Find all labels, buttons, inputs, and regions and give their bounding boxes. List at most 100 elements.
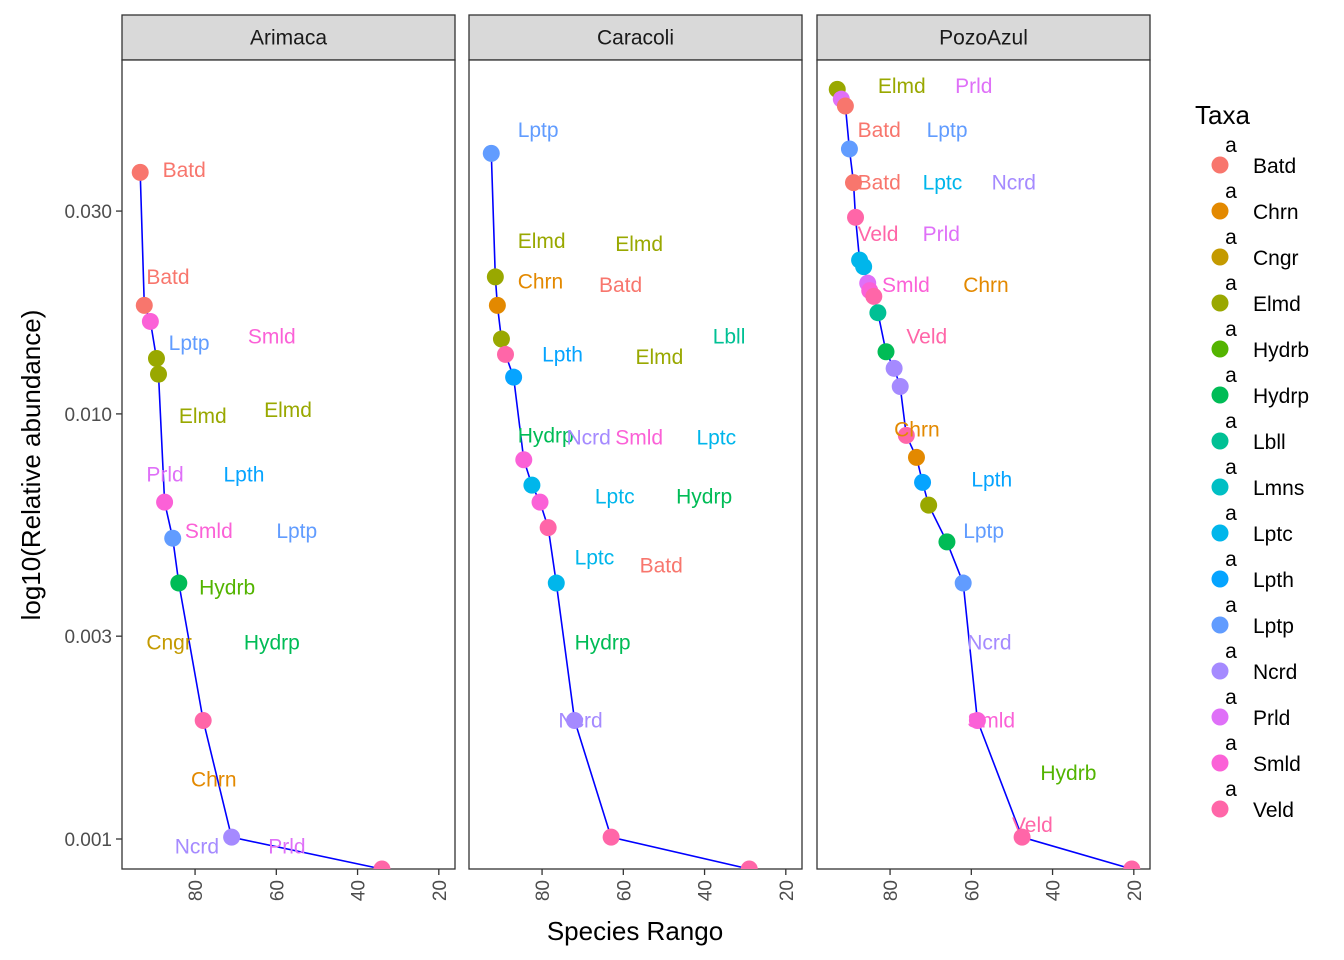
data-point-veld: [602, 828, 620, 846]
legend-item-chrn: a Chrn: [1211, 180, 1299, 224]
point-label: Lptc: [696, 426, 736, 449]
data-point-chrn: [907, 448, 925, 466]
data-point-ncrd: [891, 377, 909, 395]
legend-key-text: a: [1225, 548, 1237, 571]
x-tick-label: 80: [533, 880, 554, 901]
data-point-smld: [531, 493, 549, 511]
data-point-smld: [968, 711, 986, 729]
point-label: Lpth: [542, 343, 583, 366]
x-tick-label: 20: [1125, 880, 1146, 901]
data-point-elmd: [486, 268, 504, 286]
point-label: Prld: [146, 464, 183, 487]
legend-key-text: a: [1225, 686, 1237, 709]
legend-key-text: a: [1225, 134, 1237, 157]
legend-item-hydrp: a Hydrp: [1211, 364, 1309, 408]
point-label: Smld: [185, 520, 233, 543]
legend-item-prld: a Prld: [1211, 686, 1290, 730]
panel-arimaca: Arimaca Batd Batd Lptp Smld Elmd Elmd Prld Lpth S…: [64, 14, 456, 901]
legend-key-text: a: [1225, 456, 1237, 479]
point-label: Hydrp: [676, 485, 732, 508]
legend-key-point: [1211, 524, 1229, 542]
data-point-hydrp: [877, 343, 895, 361]
facet-strip-label: Arimaca: [250, 27, 327, 50]
y-tick-label: 0.003: [64, 627, 112, 648]
point-label: Hydrp: [575, 631, 631, 654]
point-label: Hydrp: [518, 424, 574, 447]
y-tick-label: 0.001: [64, 830, 112, 851]
data-point-veld: [497, 345, 514, 363]
point-label: Hydrb: [199, 577, 255, 600]
point-label: Cngr: [146, 631, 192, 654]
data-point-veld: [865, 287, 883, 305]
point-label: Elmd: [179, 405, 227, 428]
point-label: Ncrd: [967, 631, 1011, 654]
legend-item-batd: a Batd: [1211, 134, 1296, 178]
point-label: Lptc: [923, 172, 963, 195]
x-tick-label: 40: [1044, 880, 1065, 901]
legend-item-label: Batd: [1253, 155, 1296, 178]
point-label: Lbll: [713, 326, 746, 349]
legend-key-point: [1211, 754, 1229, 772]
data-point-hydrp: [938, 533, 956, 551]
point-label: Smld: [967, 709, 1015, 732]
point-label: Lpth: [224, 464, 265, 487]
data-point-lptc: [523, 476, 541, 494]
legend-key-point: [1211, 616, 1229, 634]
point-label: Veld: [906, 326, 947, 349]
panel-pozoazul: PozoAzul Elmd Prld Batd Lptp Batd Lptc Ncrd Veld…: [816, 14, 1151, 901]
legend-item-lptc: a Lptc: [1211, 502, 1293, 546]
legend: Taxa aBatdaChrnaCngraElmdaHydrbaHydrpaLb…: [1195, 100, 1309, 822]
legend-item-label: Lpth: [1253, 569, 1294, 592]
point-label: Ncrd: [558, 709, 602, 732]
y-axis-title: log10(Relative abundance): [16, 310, 46, 621]
data-point-veld: [740, 860, 758, 869]
legend-item-label: Lptc: [1253, 523, 1293, 546]
x-tick-label: 40: [349, 880, 370, 901]
legend-key-point: [1211, 662, 1229, 680]
data-point-lptp: [482, 144, 500, 162]
point-label: Chrn: [963, 274, 1009, 297]
point-label: Prld: [955, 75, 992, 98]
data-point-lptc: [547, 574, 565, 592]
data-point-lptp: [164, 529, 182, 547]
legend-item-label: Chrn: [1253, 201, 1299, 224]
data-point-hydrp: [170, 574, 188, 592]
data-point-elmd: [147, 349, 165, 367]
point-label: Batd: [858, 172, 901, 195]
legend-key-text: a: [1225, 364, 1237, 387]
legend-key-point: [1211, 202, 1229, 220]
point-label: Batd: [858, 119, 901, 142]
legend-key-point: [1211, 340, 1229, 358]
point-label: Batd: [163, 159, 206, 182]
data-point-veld: [897, 426, 915, 444]
x-tick-label: 60: [267, 880, 288, 901]
data-point-lptp: [954, 574, 972, 592]
legend-key-text: a: [1225, 640, 1237, 663]
legend-item-lbll: a Lbll: [1211, 410, 1286, 454]
data-point-smld: [515, 451, 533, 469]
point-label: Lptp: [276, 520, 317, 543]
legend-item-label: Cngr: [1253, 247, 1299, 270]
panel-area: [468, 59, 803, 870]
legend-item-elmd: a Elmd: [1211, 272, 1301, 316]
data-point-elmd: [150, 365, 167, 383]
point-label: Ncrd: [175, 836, 219, 859]
legend-item-veld: a Veld: [1211, 778, 1294, 822]
panel-area: [816, 59, 1151, 870]
x-tick-label: 60: [962, 880, 983, 901]
x-tick-label: 80: [186, 880, 207, 901]
panel-marks: Batd Batd Lptp Smld Elmd Elmd Prld Lpth Smld Lptp…: [131, 159, 391, 869]
legend-key-text: a: [1225, 594, 1237, 617]
legend-key-text: a: [1225, 272, 1237, 295]
legend-key-point: [1211, 478, 1229, 496]
legend-key-point: [1211, 294, 1229, 312]
y-tick-label: 0.010: [64, 405, 112, 426]
data-point-ncrd: [885, 359, 903, 377]
x-axis-title: Species Rango: [547, 916, 723, 946]
point-label: Lptc: [575, 546, 615, 569]
point-label: Prld: [923, 223, 960, 246]
data-point-veld: [194, 711, 212, 729]
legend-key-text: a: [1225, 732, 1237, 755]
legend-key-point: [1211, 386, 1229, 404]
